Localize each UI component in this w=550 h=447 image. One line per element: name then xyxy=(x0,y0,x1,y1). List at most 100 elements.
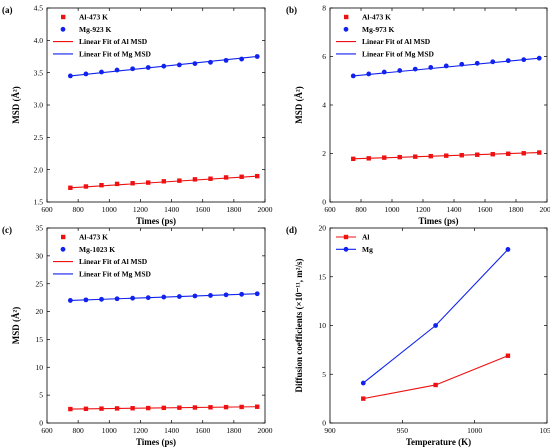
x-tick-label: 1200 xyxy=(416,205,431,214)
legend: Al-473 K Mg-1023 K Linear Fit of Al MSD Lin… xyxy=(53,233,152,279)
x-tick-label: 1400 xyxy=(447,205,462,214)
series-line xyxy=(363,355,509,400)
legend-marker xyxy=(60,246,66,252)
x-axis-title: Temperature (K) xyxy=(406,437,471,447)
x-tick-label: 800 xyxy=(73,205,85,214)
y-tick-label: 2 xyxy=(322,149,326,158)
panel-label: (a) xyxy=(2,5,13,15)
panel-a: (a) 600 800 1000 1200 1400 1600 1800 2000 1.5 2.0 2… xyxy=(2,4,273,226)
panel-c: (c) 600 800 1000 1200 1400 1600 1800 2000 0 5 10 15 2… xyxy=(2,224,273,447)
legend-label: Linear Fit of Mg MSD xyxy=(362,50,435,59)
series-line xyxy=(70,55,258,77)
y-tick-label: 3.5 xyxy=(34,68,44,77)
x-tick-label: 1200 xyxy=(133,205,148,214)
legend-marker xyxy=(343,234,349,240)
legend-label: Linear Fit of Al MSD xyxy=(79,37,148,46)
series-line xyxy=(70,293,258,301)
legend-marker xyxy=(60,26,66,32)
x-tick-label: 600 xyxy=(324,205,336,214)
x-tick-label: 1200 xyxy=(133,426,148,435)
y-tick-label: 4.5 xyxy=(34,4,44,13)
legend: Al Mg xyxy=(336,233,373,254)
x-tick-label: 1800 xyxy=(226,426,241,435)
legend-marker xyxy=(61,14,66,20)
y-tick-label: 15 xyxy=(319,272,327,281)
panel-label: (c) xyxy=(2,225,12,235)
legend-label: Mg-923 K xyxy=(79,25,111,34)
data-point xyxy=(433,382,438,388)
x-tick-label: 2000 xyxy=(540,205,550,214)
x-tick-label: 600 xyxy=(41,205,53,214)
y-tick-label: 10 xyxy=(319,321,327,330)
x-tick-label: 2000 xyxy=(258,426,273,435)
legend-label: Linear Fit of Mg MSD xyxy=(79,50,152,59)
series-al xyxy=(361,353,511,401)
y-axis-title: Diffusion coefficients (×10⁻¹¹, m²/s) xyxy=(294,259,304,393)
series-linear-fit-of-mg-msd xyxy=(353,57,540,77)
y-tick-label: 25 xyxy=(36,279,44,288)
x-tick-label: 1000 xyxy=(102,426,117,435)
y-tick-label: 35 xyxy=(36,224,44,233)
data-point xyxy=(505,247,511,252)
data-point xyxy=(397,68,403,73)
x-tick-label: 900 xyxy=(324,426,336,435)
data-point xyxy=(99,182,104,188)
y-tick-label: 6 xyxy=(322,52,326,61)
y-axis-title: MSD (Å²) xyxy=(11,86,21,123)
legend-marker xyxy=(343,26,349,32)
x-tick-label: 950 xyxy=(397,426,409,435)
x-tick-label: 1400 xyxy=(164,205,179,214)
legend-label: Al-473 K xyxy=(362,13,391,22)
y-axis-title: MSD (Å²) xyxy=(11,307,21,344)
data-point xyxy=(161,179,166,184)
y-tick-label: 10 xyxy=(36,363,44,372)
legend-label: Linear Fit of Al MSD xyxy=(362,37,431,46)
legend-label: Mg-1023 K xyxy=(79,245,115,254)
legend-label: Mg xyxy=(362,245,373,254)
series-mg-923-k xyxy=(67,54,260,79)
series-linear-fit-of-al-msd xyxy=(70,406,258,410)
x-axis-title: Times (ps) xyxy=(136,216,176,226)
data-point xyxy=(381,69,387,75)
legend-marker xyxy=(344,14,349,20)
legend-marker xyxy=(343,246,349,252)
legend-label: Al-473 K xyxy=(79,13,108,22)
panel-b: (b) 600 800 1000 1200 1400 1600 1800 2000 0 2 4 6 8 Ti… xyxy=(286,4,550,226)
legend-label: Linear Fit of Mg MSD xyxy=(79,270,152,279)
data-point xyxy=(114,181,120,187)
series-linear-fit-of-mg-msd xyxy=(70,55,258,77)
y-tick-label: 2.5 xyxy=(34,133,44,142)
x-tick-label: 1600 xyxy=(478,205,493,214)
series-line xyxy=(70,175,258,189)
data-point xyxy=(412,66,418,72)
legend: Al-473 K Mg-923 K Linear Fit of Al MSD Line… xyxy=(53,13,152,59)
y-tick-label: 20 xyxy=(319,224,327,233)
x-axis-title: Times (ps) xyxy=(136,437,176,447)
x-tick-label: 1800 xyxy=(509,205,524,214)
x-tick-label: 1400 xyxy=(164,426,179,435)
data-point xyxy=(490,59,496,65)
y-tick-label: 8 xyxy=(322,4,326,13)
panel-label: (d) xyxy=(286,225,297,235)
data-point xyxy=(361,396,366,401)
x-tick-label: 800 xyxy=(355,205,367,214)
y-tick-label: 0 xyxy=(322,419,326,428)
data-point xyxy=(192,177,198,182)
series-line xyxy=(362,249,509,384)
series-line xyxy=(70,406,258,410)
legend-label: Al-473 K xyxy=(79,233,108,242)
y-tick-label: 15 xyxy=(36,335,44,344)
x-axis-title: Times (ps) xyxy=(418,216,458,226)
data-point xyxy=(505,353,511,358)
data-point xyxy=(223,175,229,180)
y-tick-label: 30 xyxy=(36,251,44,260)
plot-frame xyxy=(329,227,548,424)
y-tick-label: 5 xyxy=(322,370,326,379)
series-line xyxy=(353,151,540,160)
legend-marker xyxy=(61,234,66,240)
legend-label: Linear Fit of Al MSD xyxy=(79,257,148,266)
plot-frame xyxy=(46,227,266,424)
series-linear-fit-of-mg-msd xyxy=(70,293,258,301)
